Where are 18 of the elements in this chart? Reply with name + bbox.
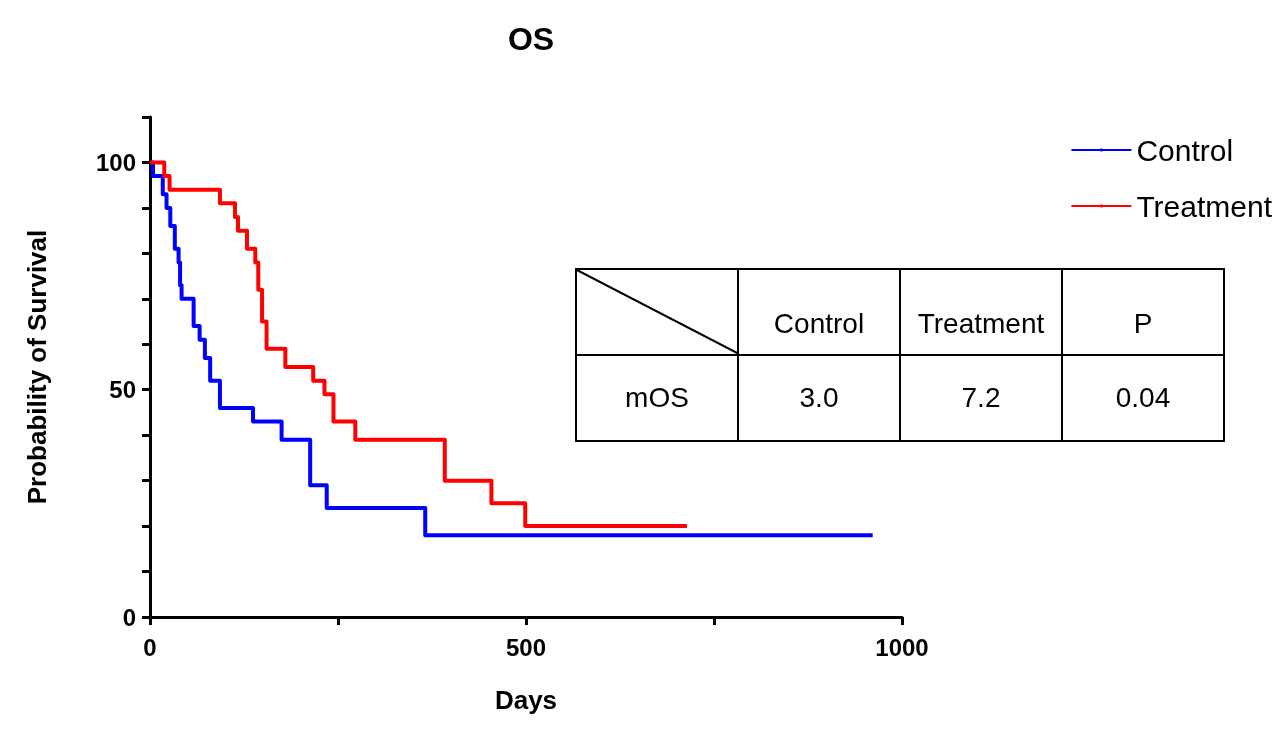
text: 7.2: [900, 355, 1062, 441]
annotation: Control: [738, 269, 900, 355]
chart-title: OS: [507, 21, 555, 57]
annotation: mOS: [576, 355, 738, 441]
legend-label: Treatment: [1136, 189, 1273, 223]
y-tick-label: 0: [122, 603, 136, 631]
x-axis-title: Days: [494, 685, 558, 715]
text: Treatment: [900, 269, 1062, 355]
y-tick-label: 100: [95, 148, 136, 176]
legend-label: Control: [1136, 133, 1234, 167]
x-tick-label: 1000: [875, 633, 929, 661]
y-tick-label: 50: [109, 376, 136, 404]
text: 0.04: [1062, 355, 1224, 441]
y-axis-title: Probability of Survival: [22, 229, 52, 505]
x-tick-label: 500: [505, 633, 547, 661]
annotation: 3.0: [738, 355, 900, 441]
x-tick-label: 0: [143, 633, 157, 661]
text: P: [1062, 269, 1224, 355]
